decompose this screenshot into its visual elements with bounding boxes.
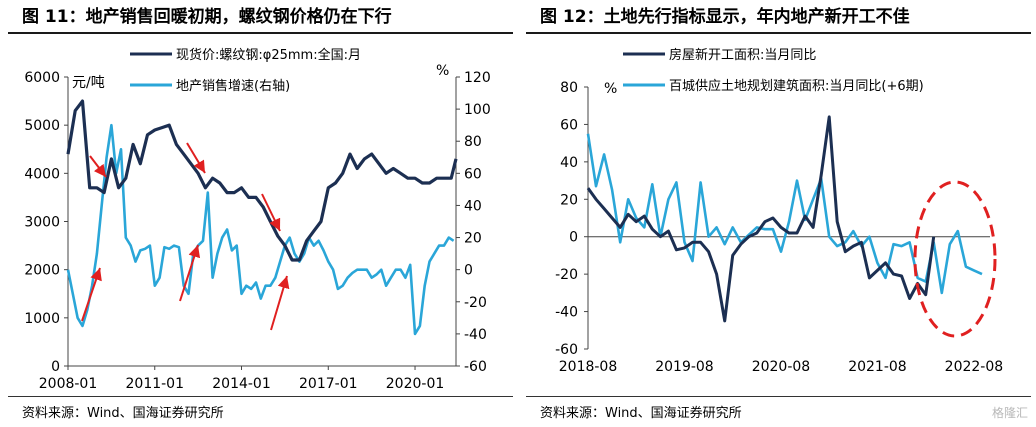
- y-tick-label: 60: [560, 117, 578, 133]
- x-tick-label: 2022-08: [945, 359, 1004, 375]
- x-tick-label: 2021-08: [848, 359, 907, 375]
- left-y-tick-label: 6000: [24, 70, 60, 86]
- legend-new-starts-label: 房屋新开工面积:当月同比: [669, 47, 816, 63]
- red-annotation-arrow: [261, 193, 281, 232]
- right-y-tick-label: 40: [464, 198, 482, 214]
- x-tick-label: 2019-08: [655, 359, 714, 375]
- red-annotation-arrow: [186, 142, 206, 174]
- legend-land-supply-label: 百城供应土地规划建筑面积:当月同比(+6期): [669, 78, 924, 94]
- y-tick-label: -60: [555, 342, 578, 358]
- left-y-tick-label: 0: [51, 359, 60, 375]
- red-annotation-arrow: [89, 155, 107, 178]
- legend-sales-label: 地产销售增速(右轴): [176, 78, 290, 94]
- right-y-tick-label: 120: [464, 70, 491, 86]
- figure-11-chart: 0 1000 2000 3000 4000 5000 6000 -60 -40 -20 0 20 40 6…: [24, 47, 491, 392]
- right-y-tick-label: 20: [464, 231, 482, 247]
- rebar-price-series-line: [66, 99, 458, 262]
- left-y-tick-label: 5000: [24, 118, 60, 134]
- watermark: 格隆汇: [991, 406, 1028, 420]
- figure-12-source: 资料来源：Wind、国海证券研究所: [540, 406, 742, 421]
- red-annotation-arrow: [179, 244, 201, 302]
- y-tick-label: 40: [560, 155, 578, 171]
- right-y-unit-label: %: [436, 63, 449, 79]
- red-dashed-ellipse: [913, 180, 997, 338]
- y-tick-label: 20: [560, 192, 578, 208]
- x-tick-label: 2011-01: [126, 376, 185, 392]
- new-starts-series-line: [586, 115, 936, 323]
- left-y-tick-label: 2000: [24, 263, 60, 279]
- right-y-tick-label: -20: [464, 295, 487, 311]
- y-tick-label: -20: [555, 267, 578, 283]
- figure-11-bottom-rule: [8, 396, 513, 397]
- x-tick-label: 2018-08: [559, 359, 618, 375]
- figure-12-chart: -60 -40 -20 0 20 40 60 80 2018-08 2019-08 2020-08 2…: [555, 47, 1004, 375]
- figure-12-title: 图 12：土地先行指标显示，年内地产新开工不佳: [540, 7, 910, 27]
- right-y-tick-label: 60: [464, 166, 482, 182]
- right-y-tick-label: 0: [464, 263, 473, 279]
- figure-11-panel: 图 11：地产销售回暖初期，螺纹钢价格仍在下行 0 1000 2000 3000 400…: [8, 7, 513, 421]
- left-y-tick-label: 4000: [24, 166, 60, 182]
- figure-12-bottom-rule: [526, 396, 1031, 397]
- figure-11-source: 资料来源：Wind、国海证券研究所: [22, 406, 224, 421]
- sales-growth-series-line: [66, 123, 455, 336]
- figure-11-title-rule: [8, 32, 513, 34]
- figure-11-title: 图 11：地产销售回暖初期，螺纹钢价格仍在下行: [22, 7, 392, 27]
- x-tick-label: 2020-08: [752, 359, 811, 375]
- x-tick-label: 2020-01: [386, 376, 445, 392]
- x-tick-label: 2017-01: [299, 376, 358, 392]
- right-y-tick-label: -40: [464, 327, 487, 343]
- y-tick-label: 0: [569, 230, 578, 246]
- y-tick-label: 80: [560, 80, 578, 96]
- legend-rebar-label: 现货价:螺纹钢:φ25mm:全国:月: [176, 47, 361, 63]
- right-y-tick-label: 80: [464, 134, 482, 150]
- right-y-tick-label: -60: [464, 359, 487, 375]
- figure-12-title-rule: [526, 32, 1031, 34]
- figure-12-panel: 图 12：土地先行指标显示，年内地产新开工不佳 -60 -40 -20 0 20 40 60…: [518, 0, 1036, 427]
- x-tick-label: 2014-01: [212, 376, 271, 392]
- y-unit-label: %: [604, 81, 617, 97]
- left-y-unit-label: 元/吨: [72, 75, 105, 91]
- left-y-tick-label: 3000: [24, 215, 60, 231]
- y-tick-label: -40: [555, 305, 578, 321]
- red-annotation-arrow: [81, 267, 102, 322]
- right-y-tick-label: 100: [464, 102, 491, 118]
- red-annotation-arrow: [270, 275, 290, 331]
- left-y-tick-label: 1000: [24, 311, 60, 327]
- x-tick-label: 2008-01: [39, 376, 98, 392]
